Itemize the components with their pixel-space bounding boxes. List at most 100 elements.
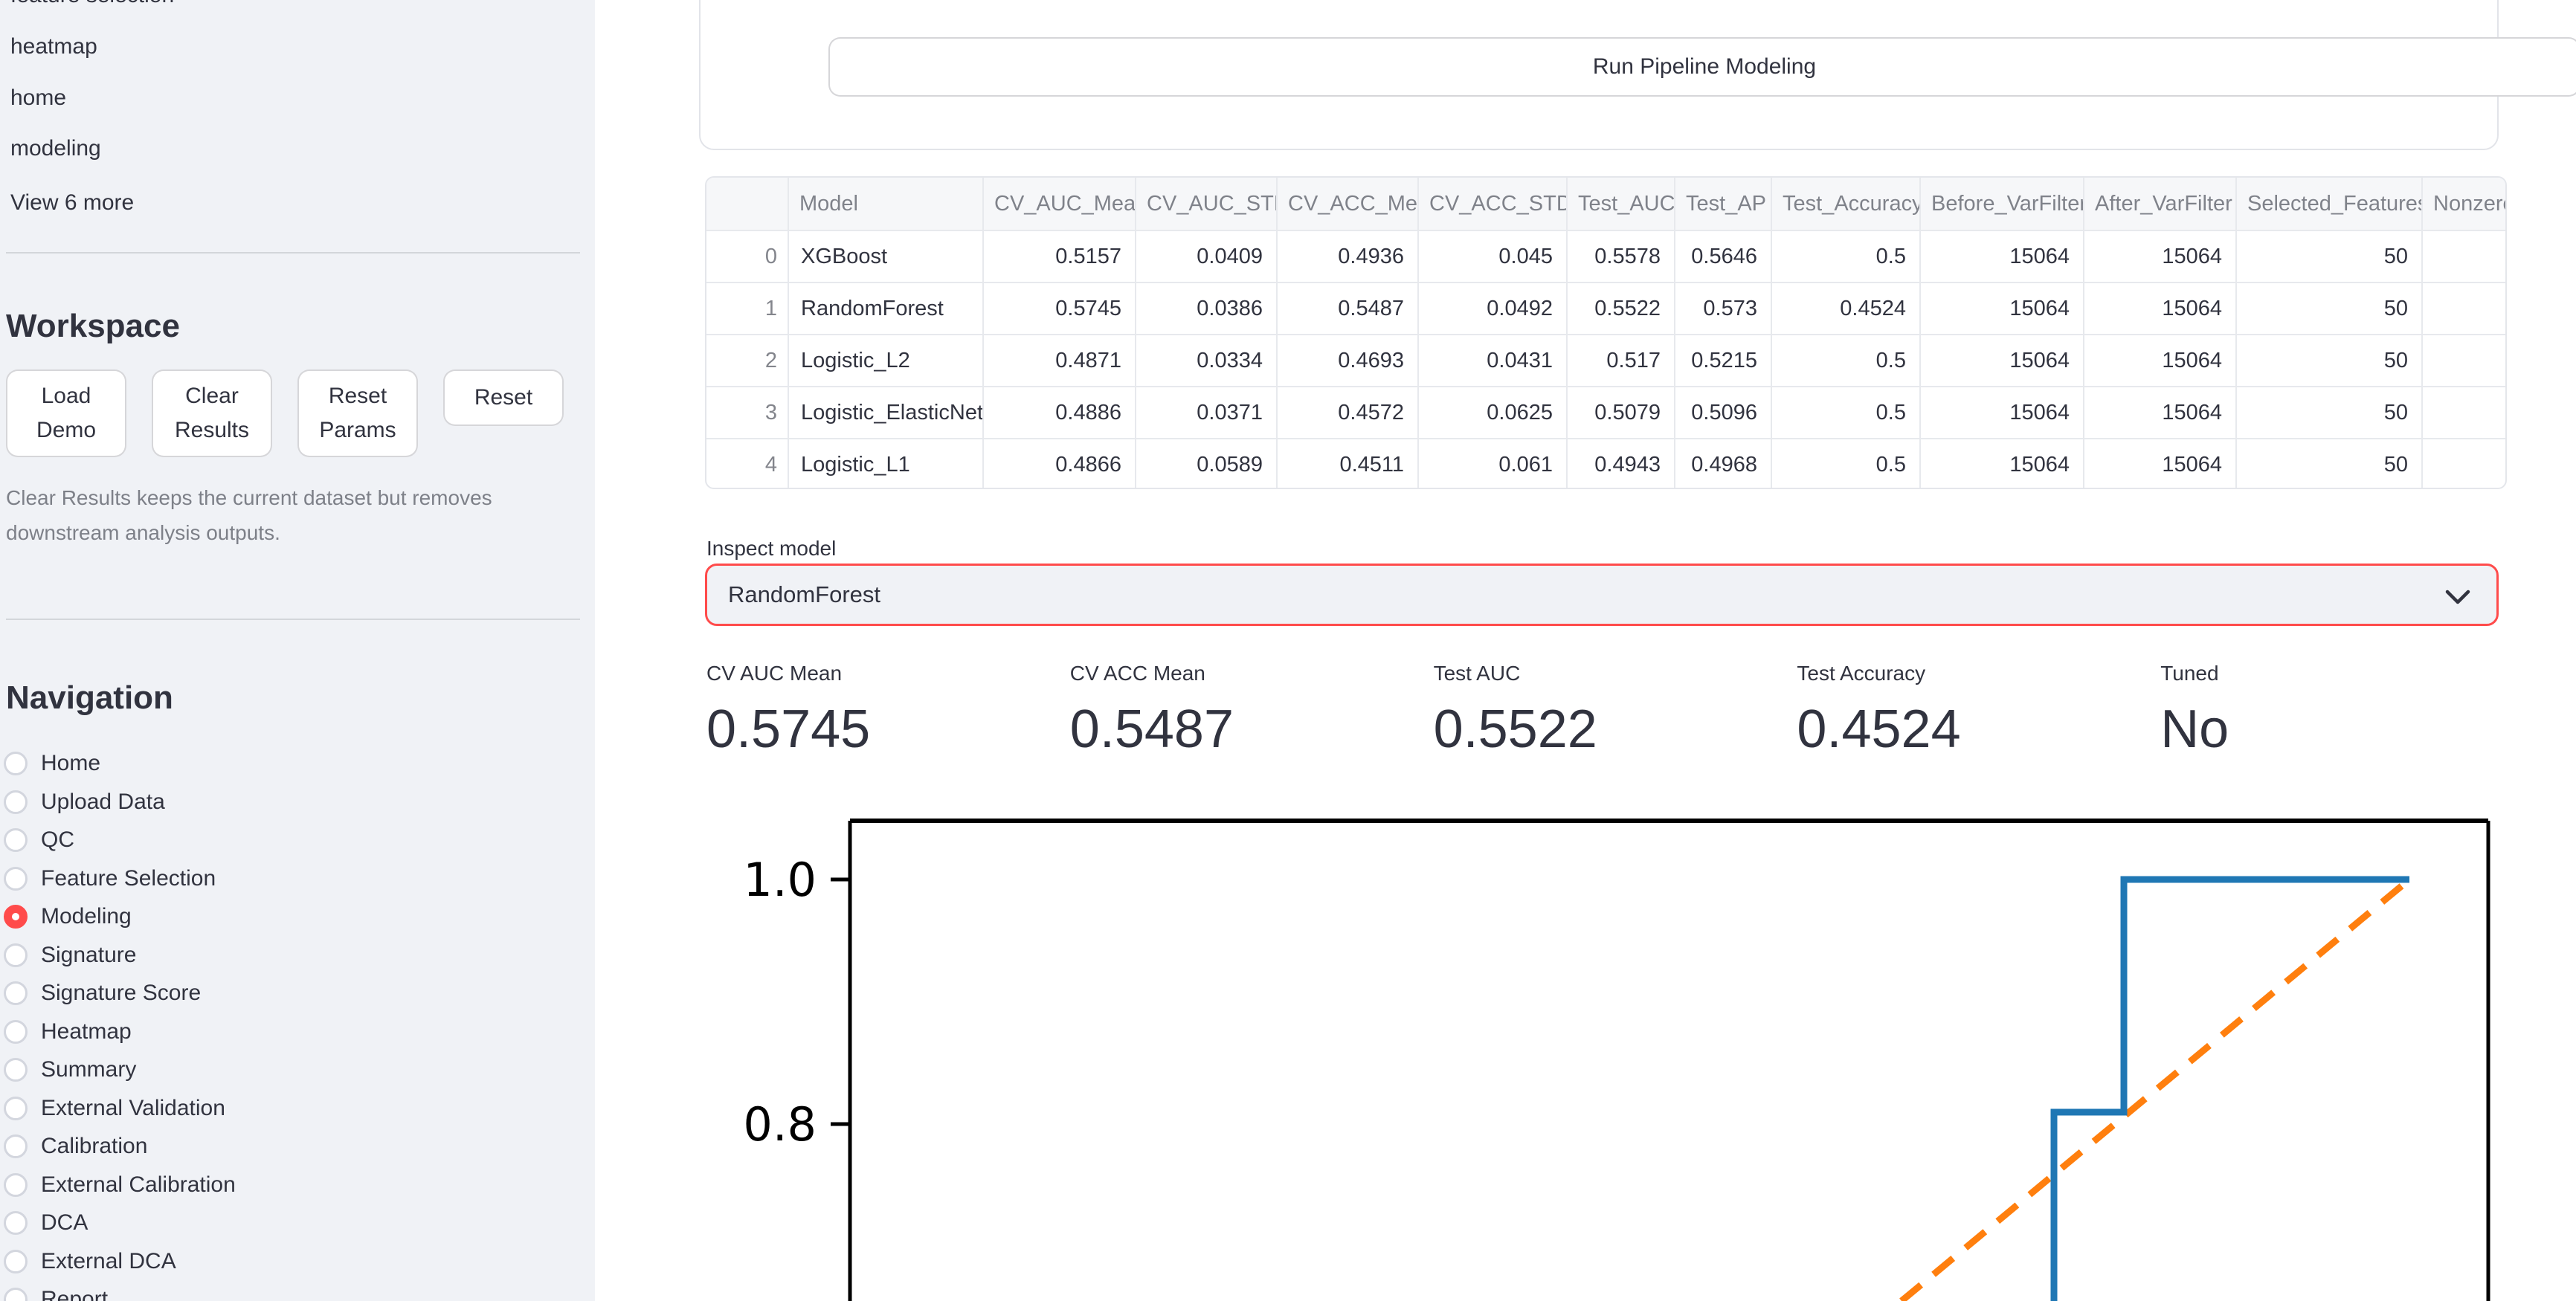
radio-icon <box>4 1211 28 1235</box>
column-header-index[interactable] <box>706 178 789 231</box>
table-cell: 0.5079 <box>1567 387 1675 439</box>
nav-radio-signature[interactable]: Signature <box>4 937 136 974</box>
table-cell: 0.061 <box>1418 439 1568 488</box>
nav-radio-label: Report <box>41 1287 109 1301</box>
radio-icon <box>4 905 28 929</box>
table-cell: 0.0409 <box>1136 230 1278 283</box>
column-header-Test_AUC[interactable]: Test_AUC <box>1567 178 1675 231</box>
nav-radio-report[interactable]: Report <box>4 1281 108 1301</box>
table-cell: 0.0589 <box>1136 439 1278 488</box>
results-dataframe: ModelCV_AUC_MeanCV_AUC_STDCV_ACC_MeanCV_… <box>705 176 2507 489</box>
nav-radio-label: DCA <box>41 1210 88 1235</box>
table-cell: 0.5 <box>1771 230 1921 283</box>
table-cell: 0.5 <box>1771 439 1921 488</box>
column-header-CV_ACC_Mean[interactable]: CV_ACC_Mean <box>1277 178 1419 231</box>
table-cell: 0.0492 <box>1418 283 1568 335</box>
sidebar-page-link-feature-selection[interactable]: feature selection <box>10 0 174 10</box>
metric-test-accuracy: Test Accuracy 0.4524 <box>1797 660 2137 761</box>
inspect-model-select[interactable]: RandomForest <box>705 564 2499 626</box>
nav-radio-label: Signature <box>41 942 137 967</box>
column-header-CV_AUC_Mean[interactable]: CV_AUC_Mean <box>983 178 1136 231</box>
nav-radio-upload-data[interactable]: Upload Data <box>4 784 165 821</box>
metric-cv-auc-mean: CV AUC Mean 0.5745 <box>706 660 1046 761</box>
column-header-CV_ACC_STD[interactable]: CV_ACC_STD <box>1418 178 1568 231</box>
row-index-cell: 0 <box>706 230 789 283</box>
metric-value: 0.5522 <box>1433 700 1597 759</box>
nav-radio-feature-selection[interactable]: Feature Selection <box>4 860 216 897</box>
nav-radio-label: Calibration <box>41 1134 148 1158</box>
table-cell: RandomForest <box>788 283 984 335</box>
table-cell: 0.4511 <box>1277 439 1419 488</box>
run-pipeline-button[interactable]: Run Pipeline Modeling <box>828 37 2576 97</box>
column-header-Test_AP[interactable]: Test_AP <box>1675 178 1772 231</box>
sidebar-view-more-link[interactable]: View 6 more <box>10 190 135 215</box>
nav-radio-heatmap[interactable]: Heatmap <box>4 1013 132 1050</box>
table-cell: Logistic_ElasticNet <box>788 387 984 439</box>
radio-icon <box>4 1019 28 1044</box>
table-cell: 0.5522 <box>1567 283 1675 335</box>
nav-radio-calibration[interactable]: Calibration <box>4 1128 147 1165</box>
nav-radio-qc[interactable]: QC <box>4 821 74 859</box>
column-header-Selected_Features[interactable]: Selected_Features <box>2236 178 2423 231</box>
table-cell: 0.5578 <box>1567 230 1675 283</box>
table-cell: 15064 <box>2084 439 2237 488</box>
table-row: 3 Logistic_ElasticNet 0.4886 0.0371 0.4572 0.… <box>706 387 2505 439</box>
table-cell: 15064 <box>2084 387 2237 439</box>
metric-value: No <box>2160 700 2229 759</box>
workspace-button-reset[interactable]: Reset <box>443 369 564 426</box>
radio-icon <box>4 790 28 814</box>
sidebar-divider-bottom <box>6 619 580 620</box>
table-cell: 0.4524 <box>1771 283 1921 335</box>
workspace-button-clear-results[interactable]: Clear Results <box>152 369 272 457</box>
sidebar-page-link-modeling[interactable]: modeling <box>10 136 101 161</box>
metric-cv-acc-mean: CV ACC Mean 0.5487 <box>1070 660 1410 761</box>
nav-radio-external-dca[interactable]: External DCA <box>4 1243 176 1280</box>
radio-icon <box>4 1096 28 1120</box>
column-header-Model[interactable]: Model <box>788 178 984 231</box>
ytick-label-1.0: 1.0 <box>743 853 817 907</box>
column-header-Before_VarFilter[interactable]: Before_VarFilter <box>1920 178 2084 231</box>
nav-radio-label: Modeling <box>41 904 132 929</box>
table-cell: Logistic_L2 <box>788 335 984 387</box>
row-index-cell: 4 <box>706 439 789 488</box>
sidebar-divider-top <box>6 252 580 254</box>
nav-radio-label: Feature Selection <box>41 865 216 891</box>
metric-label: Tuned <box>2160 662 2219 685</box>
metric-label: CV AUC Mean <box>706 662 843 685</box>
nav-radio-external-validation[interactable]: External Validation <box>4 1090 225 1127</box>
sidebar-page-link-heatmap[interactable]: heatmap <box>10 34 97 59</box>
metric-label: Test Accuracy <box>1797 662 1926 685</box>
nav-radio-label: Summary <box>41 1057 137 1082</box>
sidebar-page-link-home[interactable]: home <box>10 85 67 110</box>
column-header-After_VarFilter[interactable]: After_VarFilter <box>2084 178 2237 231</box>
row-index-cell: 1 <box>706 283 789 335</box>
nav-radio-external-calibration[interactable]: External Calibration <box>4 1166 236 1204</box>
table-cell <box>2422 283 2505 335</box>
table-cell: 15064 <box>1920 439 2084 488</box>
table-cell: 0.4968 <box>1675 439 1772 488</box>
nav-radio-modeling[interactable]: Modeling <box>4 898 132 935</box>
table-cell: 0.0334 <box>1136 335 1278 387</box>
workspace-button-reset-params[interactable]: Reset Params <box>297 369 418 457</box>
column-header-Nonzero_C[interactable]: Nonzero_C <box>2422 178 2505 231</box>
table-cell: XGBoost <box>788 230 984 283</box>
nav-radio-summary[interactable]: Summary <box>4 1051 136 1088</box>
table-cell: 0.5 <box>1771 335 1921 387</box>
nav-radio-signature-score[interactable]: Signature Score <box>4 975 201 1012</box>
table-cell: 15064 <box>2084 283 2237 335</box>
radio-icon <box>4 1134 28 1158</box>
table-cell: 0.5157 <box>983 230 1136 283</box>
table-cell <box>2422 387 2505 439</box>
nav-radio-home[interactable]: Home <box>4 745 100 782</box>
column-header-Test_Accuracy[interactable]: Test_Accuracy <box>1771 178 1921 231</box>
inspect-model-selected-value: RandomForest <box>728 581 881 607</box>
column-header-CV_AUC_STD[interactable]: CV_AUC_STD <box>1136 178 1278 231</box>
nav-radio-dca[interactable]: DCA <box>4 1204 88 1242</box>
table-cell: 0.0431 <box>1418 335 1568 387</box>
roc-chart: 1.0 0.8 <box>743 819 2490 1301</box>
table-cell: 50 <box>2236 335 2423 387</box>
table-row: 4 Logistic_L1 0.4866 0.0589 0.4511 0.061 0.494… <box>706 439 2505 488</box>
workspace-button-load-demo[interactable]: Load Demo <box>6 369 126 457</box>
table-cell: 50 <box>2236 439 2423 488</box>
table-cell <box>2422 230 2505 283</box>
